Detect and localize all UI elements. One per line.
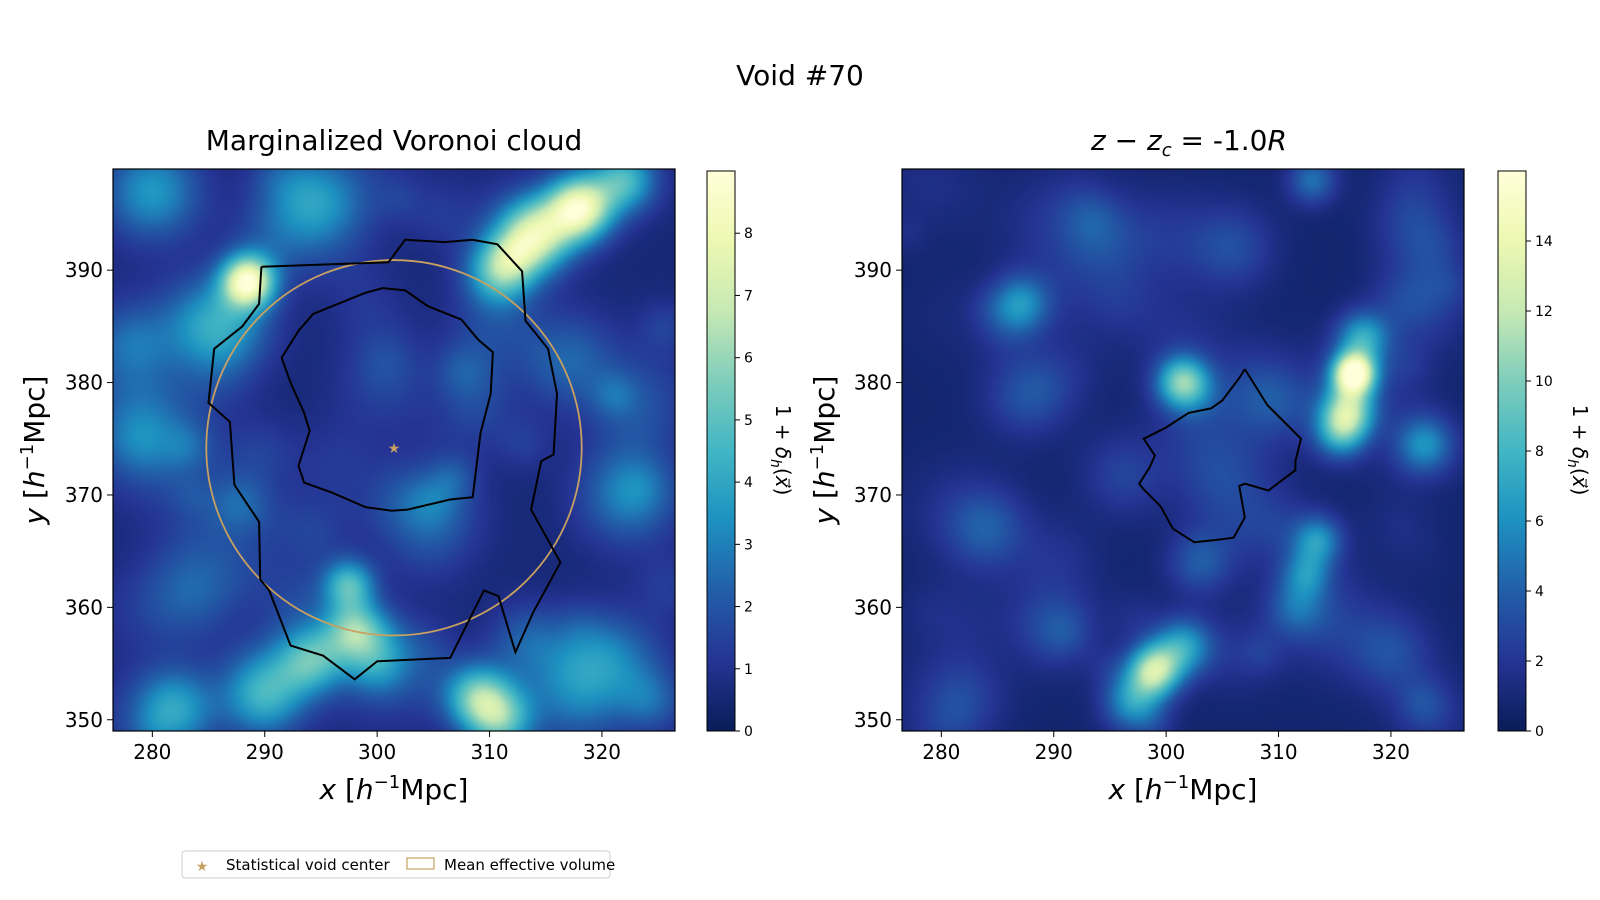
colorbar-tick-label: 12: [1535, 304, 1553, 320]
x-tick-label: 290: [246, 740, 284, 764]
x-tick-label: 280: [922, 740, 960, 764]
colorbar-tick-label: 6: [1535, 514, 1544, 530]
left-x-ticks: 280 290 300 310 320: [133, 731, 621, 764]
colorbar-tick-label: 2: [744, 600, 753, 616]
x-tick-label: 300: [1147, 740, 1185, 764]
colorbar-tick-label: 14: [1535, 234, 1553, 250]
outer-void-contour: [207, 238, 562, 681]
y-tick-label: 390: [65, 258, 103, 282]
y-tick-label: 360: [854, 595, 892, 619]
right-panel: z − zc = -1.0R 280 290 300 310 320 350360370…: [807, 124, 1592, 806]
right-y-axis-label: y [h−1Mpc]: [807, 376, 841, 526]
x-tick-label: 290: [1035, 740, 1073, 764]
legend-frame: [181, 850, 611, 879]
figure-title: Void #70: [736, 59, 864, 92]
x-tick-label: 310: [1259, 740, 1297, 764]
left-y-ticks: 350 360 370 380 390: [65, 258, 113, 732]
colorbar-tick-label: 5: [744, 413, 753, 429]
right-colorbar-ticks: 0 2 4 6 8 10 12 14: [1526, 234, 1553, 740]
colorbar-tick-label: 8: [1535, 444, 1544, 460]
right-y-ticks: 350 360 370 380 390: [854, 258, 902, 732]
left-heatmap: ★: [113, 169, 675, 731]
colorbar-tick-label: 1: [744, 662, 753, 678]
left-x-axis-label: x [h−1Mpc]: [319, 772, 469, 806]
legend-star-label: Statistical void center: [226, 856, 390, 874]
right-x-ticks: 280 290 300 310 320: [922, 731, 1410, 764]
mean-effective-volume-circle: [205, 259, 583, 637]
colorbar-tick-label: 2: [1535, 654, 1544, 670]
inner-void-contour: [280, 287, 494, 512]
right-x-axis-label: x [h−1Mpc]: [1108, 772, 1258, 806]
x-tick-label: 320: [1372, 740, 1410, 764]
colorbar-tick-label: 4: [744, 475, 753, 491]
legend-circle-label: Mean effective volume: [444, 856, 615, 874]
x-tick-label: 310: [470, 740, 508, 764]
right-colorbar: [1497, 170, 1527, 732]
y-tick-label: 370: [854, 483, 892, 507]
left-colorbar-ticks: 0 1 2 3 4 5 6 7 8: [735, 226, 753, 740]
right-colorbar-label: 1 + δh(x⃗): [1564, 405, 1592, 496]
x-tick-label: 300: [358, 740, 396, 764]
right-heatmap: [902, 169, 1464, 731]
y-tick-label: 380: [854, 371, 892, 395]
colorbar-tick-label: 3: [744, 537, 753, 553]
colorbar-tick-label: 8: [744, 226, 753, 242]
legend-star-icon: ★: [196, 859, 209, 875]
left-colorbar-label: 1 + δh(x⃗): [767, 405, 795, 496]
slice-void-contour: [1137, 368, 1303, 544]
y-tick-label: 380: [65, 371, 103, 395]
right-density-image: [902, 169, 1464, 731]
right-axes-frame: [901, 168, 1465, 732]
x-tick-label: 280: [133, 740, 171, 764]
y-tick-label: 370: [65, 483, 103, 507]
y-tick-label: 350: [854, 708, 892, 732]
y-tick-label: 350: [65, 708, 103, 732]
left-panel: Marginalized Voronoi cloud ★ 280 290 300 31…: [17, 124, 795, 806]
left-axes-frame: [112, 168, 676, 732]
colorbar-tick-label: 4: [1535, 584, 1544, 600]
legend-circle-icon: [406, 857, 435, 870]
left-y-axis-label: y [h−1Mpc]: [17, 376, 51, 526]
x-tick-label: 320: [583, 740, 621, 764]
y-tick-label: 390: [854, 258, 892, 282]
left-colorbar: [706, 170, 736, 732]
legend: ★ Statistical void center Mean effective…: [181, 850, 615, 879]
left-panel-title: Marginalized Voronoi cloud: [206, 124, 582, 157]
right-panel-title: z − zc = -1.0R: [1090, 124, 1287, 161]
colorbar-tick-label: 6: [744, 351, 753, 367]
colorbar-tick-label: 7: [744, 288, 753, 304]
y-tick-label: 360: [65, 595, 103, 619]
colorbar-tick-label: 10: [1535, 374, 1553, 390]
void-center-star: ★: [388, 441, 401, 457]
colorbar-tick-label: 0: [744, 724, 753, 740]
colorbar-tick-label: 0: [1535, 724, 1544, 740]
